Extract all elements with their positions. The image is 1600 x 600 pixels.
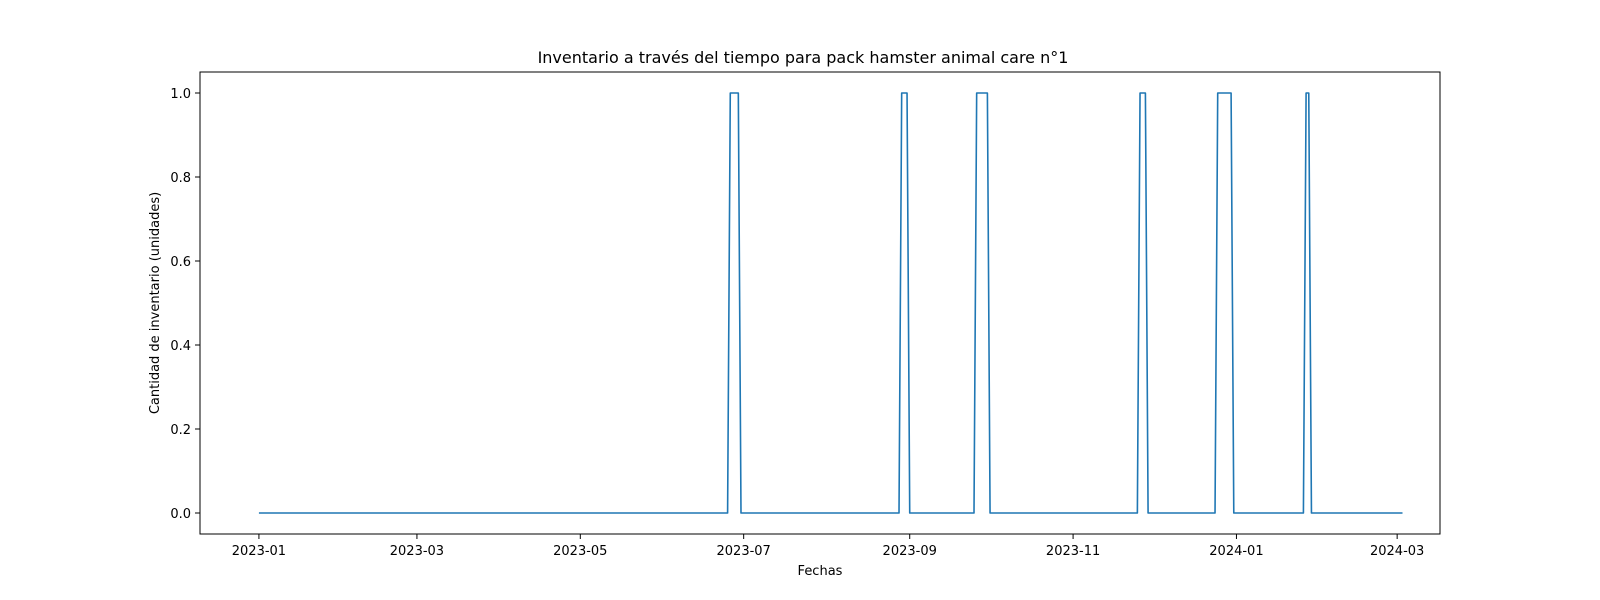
y-tick-label: 1.0 (170, 87, 191, 102)
series-line (258, 92, 1403, 514)
x-tick-label: 2023-09 (883, 544, 937, 559)
x-tick-label: 2024-03 (1370, 544, 1424, 559)
chart-title: Inventario a través del tiempo para pack… (538, 48, 1069, 67)
y-tick-label: 0.6 (170, 255, 191, 270)
x-tick-label: 2023-05 (553, 544, 607, 559)
x-tick-label: 2023-11 (1046, 544, 1100, 559)
series-group (258, 92, 1403, 514)
y-axis-label: Cantidad de inventario (unidades) (148, 192, 163, 414)
x-tick-label: 2023-07 (717, 544, 771, 559)
y-tick-label: 0.0 (170, 507, 191, 522)
x-axis-label: Fechas (798, 564, 843, 579)
y-axis: 0.0 0.2 0.4 0.6 0.8 1.0 (170, 87, 200, 522)
y-tick-label: 0.2 (170, 423, 191, 438)
x-tick-label: 2023-03 (390, 544, 444, 559)
y-tick-label: 0.4 (170, 339, 191, 354)
x-tick-label: 2024-01 (1209, 544, 1263, 559)
x-axis: 2023-01 2023-03 2023-05 2023-07 2023-09 2023-… (232, 534, 1424, 559)
y-tick-label: 0.8 (170, 171, 191, 186)
x-tick-label: 2023-01 (232, 544, 286, 559)
plot-area (199, 71, 1441, 535)
